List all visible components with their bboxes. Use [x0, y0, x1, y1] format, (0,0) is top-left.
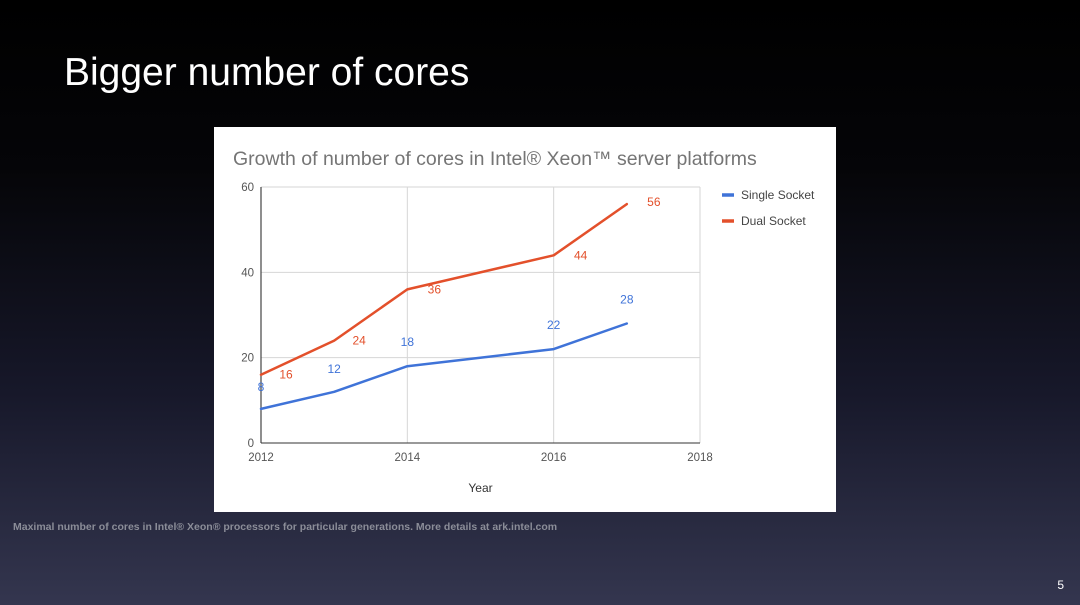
slide-title: Bigger number of cores [64, 51, 470, 94]
data-label: 44 [574, 248, 588, 262]
y-tick-label: 40 [241, 267, 254, 279]
series-line-dual-socket [259, 202, 629, 376]
page-number: 5 [1057, 578, 1064, 592]
x-tick-label: 2018 [687, 452, 713, 464]
data-label: 36 [428, 282, 442, 296]
chart-series [259, 202, 629, 411]
chart-grid [260, 186, 701, 444]
legend-label: Dual Socket [741, 214, 806, 228]
line-chart: Growth of number of cores in Intel® Xeon… [233, 148, 815, 495]
legend-label: Single Socket [741, 188, 815, 202]
series-line-single-socket [259, 322, 629, 411]
data-label: 12 [327, 362, 341, 376]
x-tick-label: 2016 [541, 452, 567, 464]
chart-panel: Growth of number of cores in Intel® Xeon… [214, 127, 836, 512]
y-tick-label: 20 [241, 353, 254, 365]
chart-legend: Single Socket Dual Socket [722, 188, 815, 228]
data-label: 28 [620, 293, 634, 307]
data-label: 16 [279, 368, 293, 382]
chart-data-labels: 8 12 18 22 28 16 24 36 44 56 [258, 195, 661, 394]
slide-footnote: Maximal number of cores in Intel® Xeon® … [13, 521, 558, 533]
chart-axes: 0 20 40 60 2012 2014 2016 2018 Year [241, 182, 713, 495]
chart-title: Growth of number of cores in Intel® Xeon… [233, 148, 757, 170]
data-label: 24 [352, 334, 366, 348]
x-tick-label: 2014 [395, 452, 421, 464]
data-label: 8 [258, 380, 265, 394]
x-tick-label: 2012 [248, 452, 274, 464]
data-label: 56 [647, 195, 661, 209]
x-axis-title: Year [468, 481, 492, 495]
y-tick-label: 60 [241, 182, 254, 194]
y-tick-label: 0 [248, 438, 254, 450]
data-label: 22 [547, 318, 561, 332]
data-label: 18 [401, 335, 415, 349]
